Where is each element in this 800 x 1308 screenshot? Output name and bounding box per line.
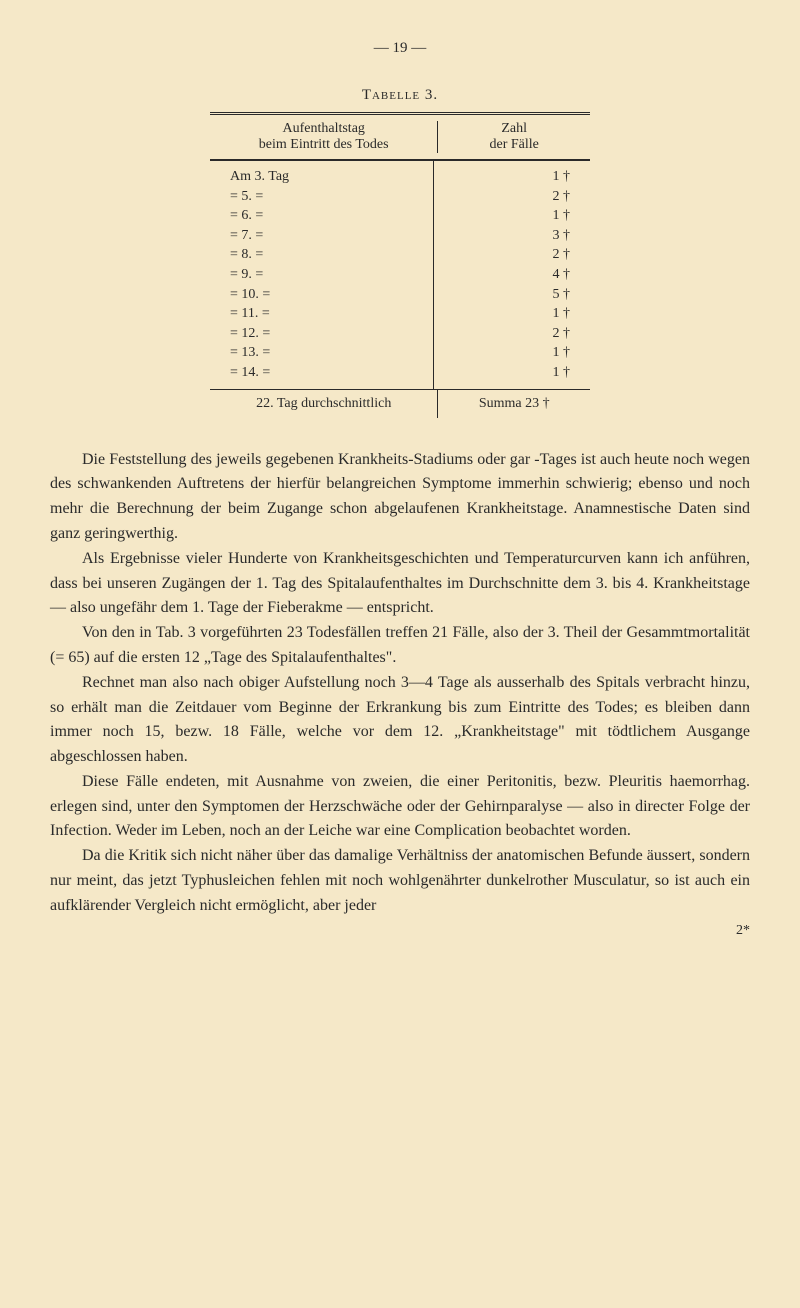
table-row-day: = 8. = (230, 245, 433, 265)
table-row-count: 1 † (434, 363, 570, 383)
table-row-count: 1 † (434, 206, 570, 226)
table-row-day: = 11. = (230, 304, 433, 324)
page-number: — 19 — (50, 40, 750, 57)
table-row-count: 1 † (434, 304, 570, 324)
paragraph: Die Feststellung des jeweils gegebenen K… (50, 448, 750, 547)
table-row-day: = 6. = (230, 206, 433, 226)
header-right-text: Zahlder Fälle (490, 121, 539, 152)
signature-mark: 2* (50, 923, 750, 939)
paragraph: Da die Kritik sich nicht näher über das … (50, 844, 750, 918)
table-row-day: = 14. = (230, 363, 433, 383)
paragraph: Von den in Tab. 3 vorgeführten 23 Todesf… (50, 621, 750, 671)
paragraph: Rechnet man also nach obiger Aufstellung… (50, 671, 750, 770)
table-row-count: 2 † (434, 245, 570, 265)
table-title: Tabelle 3. (50, 87, 750, 104)
table-row-day: = 7. = (230, 226, 433, 246)
paragraph: Als Ergebnisse vieler Hunderte von Krank… (50, 547, 750, 621)
table-body-left: Am 3. Tag= 5. == 6. == 7. == 8. == 9. ==… (210, 161, 433, 390)
page-container: — 19 — Tabelle 3. Aufenthaltstagbeim Ein… (0, 0, 800, 989)
table-row-count: 1 † (434, 167, 570, 187)
table-body: Am 3. Tag= 5. == 6. == 7. == 8. == 9. ==… (210, 161, 590, 390)
table-footer: 22. Tag durchschnittlich Summa 23 † (210, 390, 590, 418)
table-row-count: 3 † (434, 226, 570, 246)
table-row-count: 5 † (434, 285, 570, 305)
body-text: Die Feststellung des jeweils gegebenen K… (50, 448, 750, 919)
header-left-text: Aufenthaltstagbeim Eintritt des Todes (259, 121, 389, 152)
table-row-day: = 10. = (230, 285, 433, 305)
footer-right: Summa 23 † (437, 390, 590, 418)
table-row-day: = 12. = (230, 324, 433, 344)
paragraph: Diese Fälle endeten, mit Ausnahme von zw… (50, 770, 750, 844)
table-row-count: 2 † (434, 324, 570, 344)
table-row-count: 4 † (434, 265, 570, 285)
table-row-count: 2 † (434, 187, 570, 207)
table-row-day: Am 3. Tag (230, 167, 433, 187)
table-row-count: 1 † (434, 343, 570, 363)
table-body-right: 1 †2 †1 †3 †2 †4 †5 †1 †2 †1 †1 † (433, 161, 590, 390)
header-right: Zahlder Fälle (437, 121, 590, 153)
table-3: Aufenthaltstagbeim Eintritt des Todes Za… (210, 112, 590, 418)
table-row-day: = 13. = (230, 343, 433, 363)
header-left: Aufenthaltstagbeim Eintritt des Todes (210, 121, 437, 153)
table-row-day: = 9. = (230, 265, 433, 285)
table-row-day: = 5. = (230, 187, 433, 207)
footer-left: 22. Tag durchschnittlich (210, 390, 437, 418)
table-header: Aufenthaltstagbeim Eintritt des Todes Za… (210, 115, 590, 161)
